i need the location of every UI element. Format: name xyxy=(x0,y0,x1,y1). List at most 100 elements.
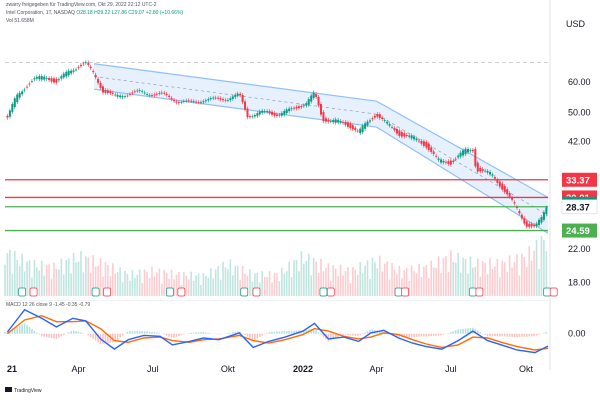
candle-body xyxy=(48,78,51,81)
y-tick-label: 42.00 xyxy=(568,136,591,146)
macd-histogram-bar xyxy=(104,333,107,344)
candle-body xyxy=(99,82,102,88)
candle-body xyxy=(356,130,359,132)
candle-body xyxy=(361,125,364,133)
macd-histogram-bar xyxy=(11,329,14,334)
macd-histogram-bar xyxy=(77,331,80,334)
volume-bar xyxy=(435,267,437,296)
volume-bar xyxy=(420,277,423,296)
candle-body xyxy=(155,93,158,95)
volume-bar xyxy=(202,273,205,296)
macd-histogram-bar xyxy=(317,332,320,334)
channel-upper-line xyxy=(93,63,377,102)
macd-histogram-bar xyxy=(116,333,119,340)
candle-body xyxy=(315,94,318,97)
macd-histogram-bar xyxy=(378,330,381,334)
macd-histogram-bar xyxy=(467,328,469,334)
candle-body xyxy=(295,106,298,109)
candle-body xyxy=(486,170,489,173)
candle-body xyxy=(329,120,332,122)
candle-body xyxy=(366,121,369,126)
candle-body xyxy=(474,148,477,167)
macd-histogram-bar xyxy=(494,333,496,337)
candle-body xyxy=(124,96,127,98)
ohlc-values: O28.18 H29.22 L27.86 C29.07 +2.80 (+10.6… xyxy=(76,10,184,16)
volume-bar xyxy=(476,258,479,296)
macd-histogram-bar xyxy=(405,333,408,338)
candle-body xyxy=(310,95,313,102)
macd-histogram-bar xyxy=(452,331,455,334)
volume-bar xyxy=(6,253,9,296)
macd-histogram-bar xyxy=(143,331,146,334)
volume-bar xyxy=(528,246,531,296)
candle-body xyxy=(393,127,396,131)
candle-body xyxy=(285,109,288,113)
volume-bar xyxy=(197,273,200,296)
volume-bar xyxy=(295,260,298,296)
candle-body xyxy=(55,78,58,83)
volume-bar xyxy=(393,269,396,296)
candle-body xyxy=(398,130,401,136)
candle-body xyxy=(533,224,536,227)
volume-bar xyxy=(445,256,447,296)
volume-bar xyxy=(366,260,369,296)
macd-histogram-bar xyxy=(26,325,28,334)
volume-bar xyxy=(290,277,293,296)
earnings-marker xyxy=(469,287,477,297)
y-tick-label: 18.00 xyxy=(568,277,591,287)
macd-histogram-bar xyxy=(114,333,117,342)
candle-body xyxy=(378,114,381,119)
candle-body xyxy=(173,99,176,102)
price-chart[interactable]: USD60.0050.0042.0022.0018.0033.3730.0129… xyxy=(0,0,600,300)
volume-bar xyxy=(153,276,156,296)
macd-histogram-bar xyxy=(136,331,139,334)
macd-histogram-bar xyxy=(75,331,77,334)
volume-bar xyxy=(26,261,28,296)
volume-bar xyxy=(281,267,283,296)
macd-histogram-bar xyxy=(513,333,516,338)
volume-bar xyxy=(163,269,166,296)
candle-body xyxy=(52,78,55,83)
volume-bar xyxy=(503,262,506,296)
candle-body xyxy=(280,112,283,116)
volume-bar xyxy=(60,258,63,296)
macd-histogram-bar xyxy=(217,333,219,335)
candle-body xyxy=(493,177,496,179)
candle-body xyxy=(297,106,300,109)
candle-body xyxy=(229,98,232,101)
candle-body xyxy=(141,91,144,92)
candle-body xyxy=(209,98,212,100)
volume-bar xyxy=(430,260,433,296)
macd-histogram-bar xyxy=(371,329,374,334)
candle-body xyxy=(150,95,153,96)
volume-bar xyxy=(214,269,217,296)
channel-lower-line xyxy=(93,88,377,128)
candle-body xyxy=(420,140,423,144)
x-tick-label: Apr xyxy=(370,364,384,374)
macd-histogram-bar xyxy=(195,332,197,334)
macd-histogram-bar xyxy=(55,333,58,339)
volume-bar xyxy=(450,250,452,296)
volume-bar xyxy=(273,273,276,296)
volume-bar xyxy=(410,265,413,296)
volume-bar xyxy=(361,273,364,296)
macd-histogram-bar xyxy=(192,332,195,334)
macd-chart[interactable]: 0.00 21 Apr Jul Okt 2022 Apr Jul Okt TradingView xyxy=(0,300,600,400)
macd-histogram-bar xyxy=(423,333,425,337)
macd-histogram-bar xyxy=(489,333,491,337)
candle-body xyxy=(275,114,278,116)
macd-histogram-bar xyxy=(33,330,36,334)
candle-body xyxy=(195,101,198,103)
earnings-marker xyxy=(166,287,174,297)
price-marker-badge xyxy=(561,199,598,215)
candle-body xyxy=(373,115,376,118)
candle-body xyxy=(413,136,416,140)
candle-body xyxy=(116,94,119,97)
macd-histogram-bar xyxy=(506,333,508,337)
candle-body xyxy=(462,150,465,156)
volume-bar xyxy=(187,279,190,296)
macd-histogram-bar xyxy=(97,333,99,343)
volume-bar xyxy=(40,260,43,296)
earnings-marker xyxy=(18,287,26,297)
macd-histogram-bar xyxy=(70,331,72,334)
